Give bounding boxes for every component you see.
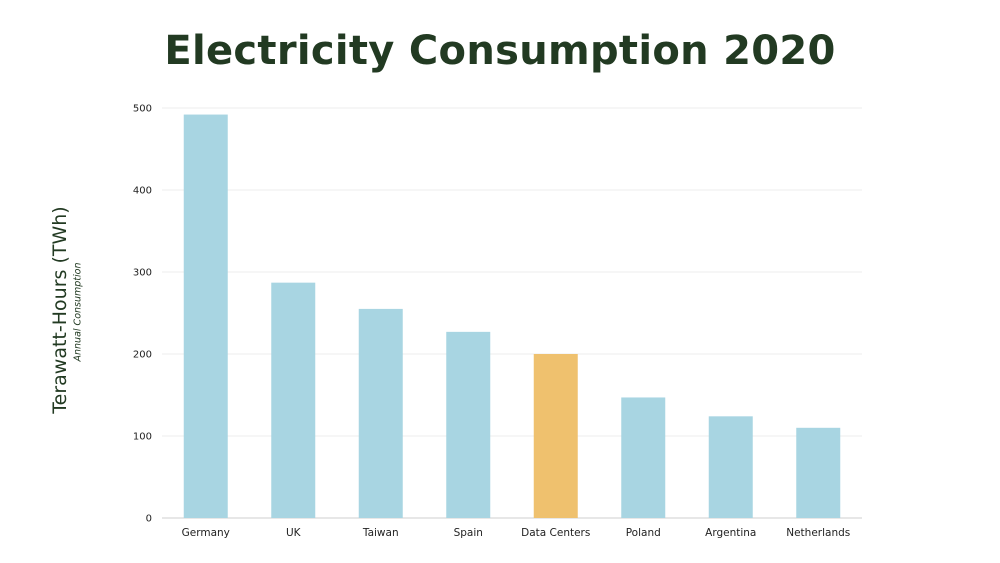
bar-netherlands [796, 427, 841, 518]
y-tick-label: 100 [133, 432, 152, 443]
x-tick-label: Data Centers [521, 527, 590, 539]
bar-uk [271, 282, 316, 518]
x-tick-label: Taiwan [362, 527, 399, 539]
bar-argentina [708, 416, 753, 518]
x-tick-label: Spain [454, 527, 483, 539]
y-tick-label: 200 [133, 350, 152, 361]
y-tick-label: 0 [146, 514, 152, 525]
chart-title: Electricity Consumption 2020 [164, 28, 836, 74]
x-tick-label: Argentina [705, 527, 756, 539]
bar-data-centers [533, 354, 578, 518]
bar-spain [446, 331, 491, 518]
x-tick-label: Netherlands [786, 527, 850, 539]
bar-germany [183, 114, 228, 518]
x-tick-label: Poland [626, 527, 661, 539]
x-tick-label: Germany [182, 527, 230, 539]
y-tick-label: 300 [133, 268, 152, 279]
y-tick-label: 400 [133, 186, 152, 197]
x-tick-label: UK [286, 527, 302, 539]
y-tick-label: 500 [133, 104, 152, 115]
bar-taiwan [358, 308, 403, 518]
bar-poland [621, 397, 666, 518]
